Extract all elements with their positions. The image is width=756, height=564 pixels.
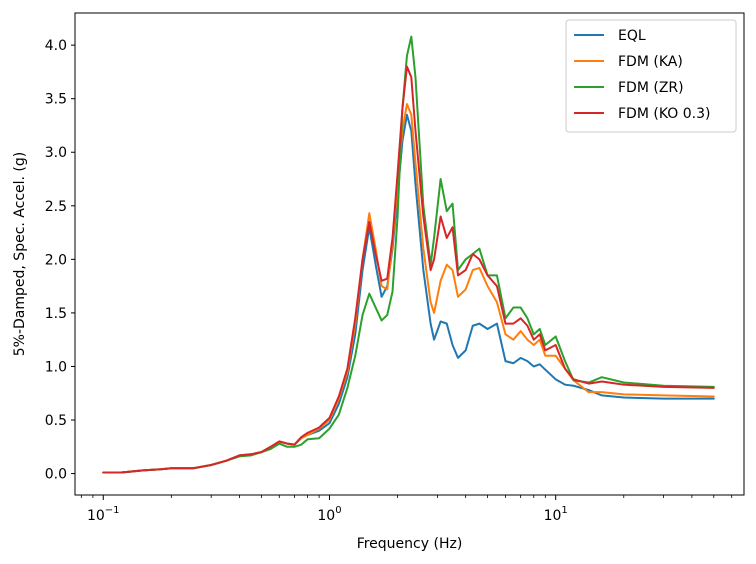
y-axis-title: 5%-Damped, Spec. Accel. (g) (12, 152, 28, 356)
x-tick-label: 100 (317, 505, 341, 524)
y-tick-label: 1.5 (45, 306, 67, 322)
legend-label: FDM (KO 0.3) (618, 106, 710, 122)
legend-box (565, 19, 737, 133)
series-line-1 (102, 103, 715, 474)
legend-label: EQL (618, 28, 646, 44)
legend-label: FDM (ZR) (618, 80, 684, 96)
legend-label: FDM (KA) (618, 54, 683, 70)
x-tick-label: 101 (544, 505, 568, 524)
y-tick-label: 2.0 (45, 252, 67, 268)
series-line-3 (102, 65, 715, 474)
series-layer (102, 35, 715, 474)
y-axis: 0.0 0.5 1.0 1.5 2.0 2.5 3.0 3.5 4.0 (45, 38, 75, 483)
legend: EQL FDM (KA) FDM (ZR) FDM (KO 0.3) (565, 19, 737, 133)
x-axis: 10−1 100 101 (80, 495, 733, 524)
x-tick-label: 10−1 (87, 505, 120, 524)
y-tick-label: 4.0 (45, 38, 67, 54)
y-tick-label: 2.5 (45, 199, 67, 215)
series-line-0 (102, 113, 715, 474)
y-tick-label: 0.5 (45, 413, 67, 429)
plot-frame (74, 12, 745, 496)
y-tick-label: 3.0 (45, 145, 67, 161)
y-tick-label: 1.0 (45, 359, 67, 375)
y-tick-label: 0.0 (45, 467, 67, 483)
y-tick-label: 3.5 (45, 92, 67, 108)
x-axis-title: Frequency (Hz) (357, 536, 463, 552)
